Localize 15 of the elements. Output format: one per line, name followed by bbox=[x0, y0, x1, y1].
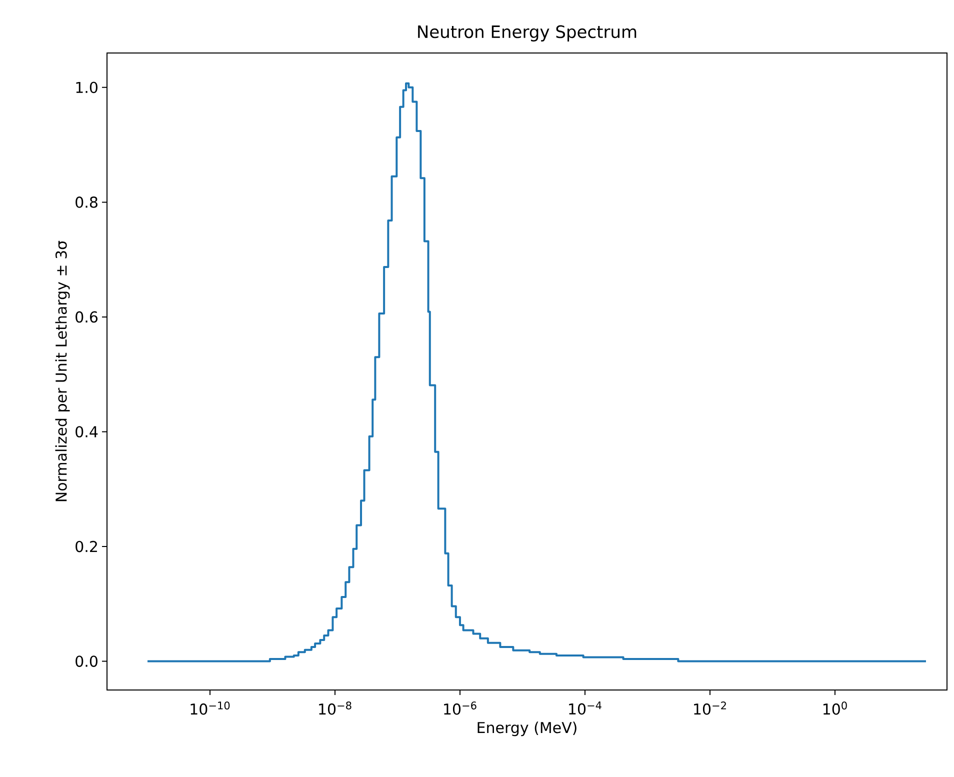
chart-title: Neutron Energy Spectrum bbox=[418, 25, 636, 42]
x-tick-label: 10$^{−8}$ bbox=[319, 702, 352, 715]
y-tick-label: 0.8 bbox=[76, 196, 98, 208]
y-tick-label: 0.6 bbox=[76, 311, 98, 323]
y-tick-label: 0.0 bbox=[76, 656, 98, 667]
x-tick-label: 10$^{0}$ bbox=[823, 702, 847, 715]
x-tick-label: 10$^{−10}$ bbox=[190, 702, 230, 715]
x-axis-title: Energy (MeV) bbox=[478, 722, 576, 736]
y-tick-label: 0.2 bbox=[76, 540, 97, 552]
x-tick-label: 10$^{−6}$ bbox=[444, 702, 476, 715]
x-tick-label: 10$^{−4}$ bbox=[569, 702, 602, 715]
x-tick-label: 10$^{−2}$ bbox=[694, 702, 726, 715]
y-tick-label: 0.4 bbox=[76, 426, 98, 438]
y-axis-title: Normalized per Unit Lethargy ± 3σ bbox=[55, 240, 70, 502]
y-tick-label: 1.0 bbox=[76, 82, 98, 94]
